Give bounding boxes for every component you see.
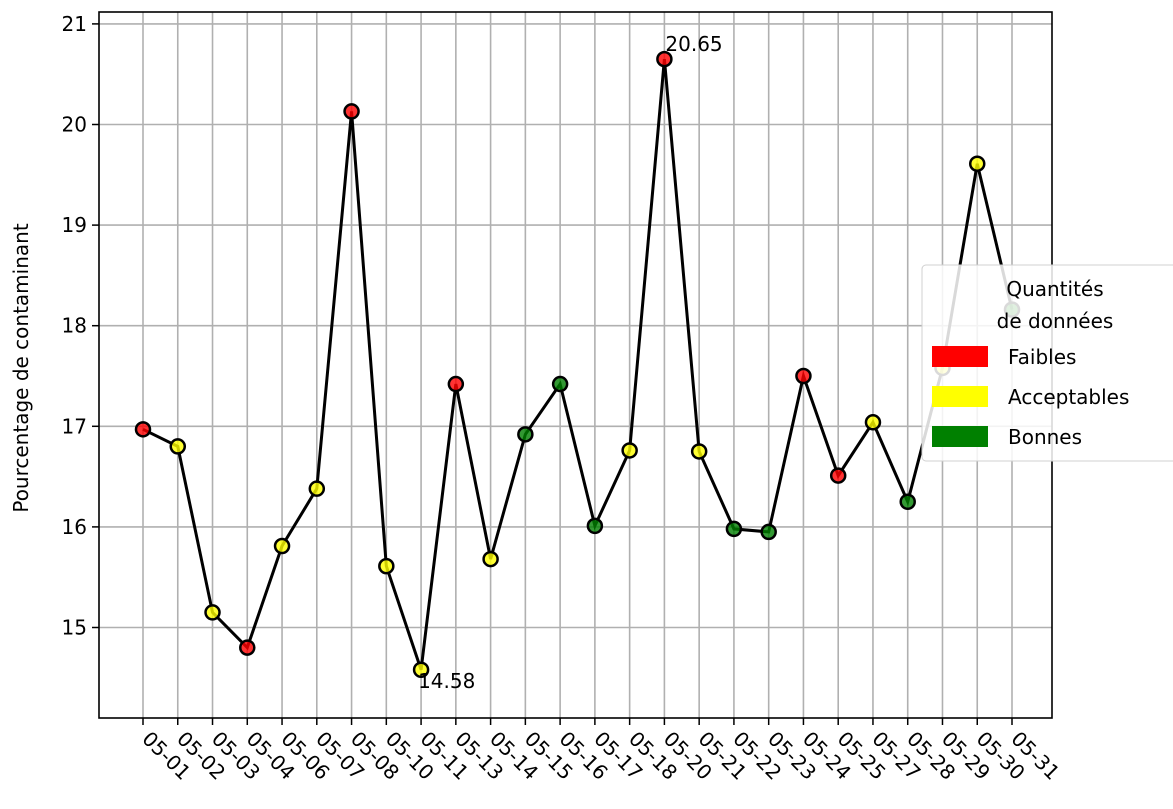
y-tick-label: 18 xyxy=(62,314,87,338)
point-annotation: 14.58 xyxy=(418,669,475,693)
data-point xyxy=(482,550,499,568)
data-point xyxy=(968,155,986,172)
series-line xyxy=(142,58,1014,671)
data-point xyxy=(343,103,360,120)
data-point xyxy=(586,517,604,535)
data-point xyxy=(621,442,638,459)
legend-label: Acceptables xyxy=(1008,385,1129,409)
legend-swatch xyxy=(932,386,988,407)
point-annotation: 20.65 xyxy=(665,32,722,56)
data-point xyxy=(864,414,882,431)
data-point xyxy=(308,480,326,497)
legend-title-line1: Quantités xyxy=(1006,277,1103,301)
data-point xyxy=(378,557,395,575)
legend-box xyxy=(921,264,1173,462)
legend-title-line2: de données xyxy=(997,309,1114,333)
y-axis-label-group: Pourcentage de contaminant xyxy=(9,223,33,512)
y-tick-label: 20 xyxy=(62,113,87,137)
data-point xyxy=(239,639,256,656)
data-points xyxy=(134,50,1021,679)
y-axis-label: Pourcentage de contaminant xyxy=(9,223,33,512)
data-point xyxy=(829,467,847,484)
data-point xyxy=(169,438,187,455)
legend: Quantités de données Faibles Acceptables B… xyxy=(921,264,1173,462)
plot-frame xyxy=(98,11,1053,719)
data-point xyxy=(204,604,221,621)
y-tick-label: 21 xyxy=(62,12,87,36)
legend-label: Faibles xyxy=(1008,345,1076,369)
data-point xyxy=(134,421,152,438)
y-tick-label: 19 xyxy=(62,213,87,237)
data-point xyxy=(517,426,534,443)
y-tick-label: 16 xyxy=(62,515,87,539)
data-point xyxy=(447,375,465,393)
data-point xyxy=(899,493,916,510)
data-point xyxy=(795,367,812,385)
legend-swatch xyxy=(932,346,988,367)
data-point xyxy=(760,523,777,541)
legend-label: Bonnes xyxy=(1008,425,1082,449)
data-point xyxy=(551,375,569,393)
data-point xyxy=(273,537,291,555)
legend-swatch xyxy=(932,426,988,447)
y-tick-label: 15 xyxy=(62,616,87,640)
annotations: 20.65 14.58 xyxy=(418,32,723,693)
data-point xyxy=(725,520,743,538)
contaminant-line xyxy=(142,58,1014,671)
data-point xyxy=(690,443,708,460)
y-tick-label: 17 xyxy=(62,414,87,438)
data-point xyxy=(656,50,673,68)
data-point xyxy=(412,661,430,679)
grid xyxy=(99,12,1052,718)
